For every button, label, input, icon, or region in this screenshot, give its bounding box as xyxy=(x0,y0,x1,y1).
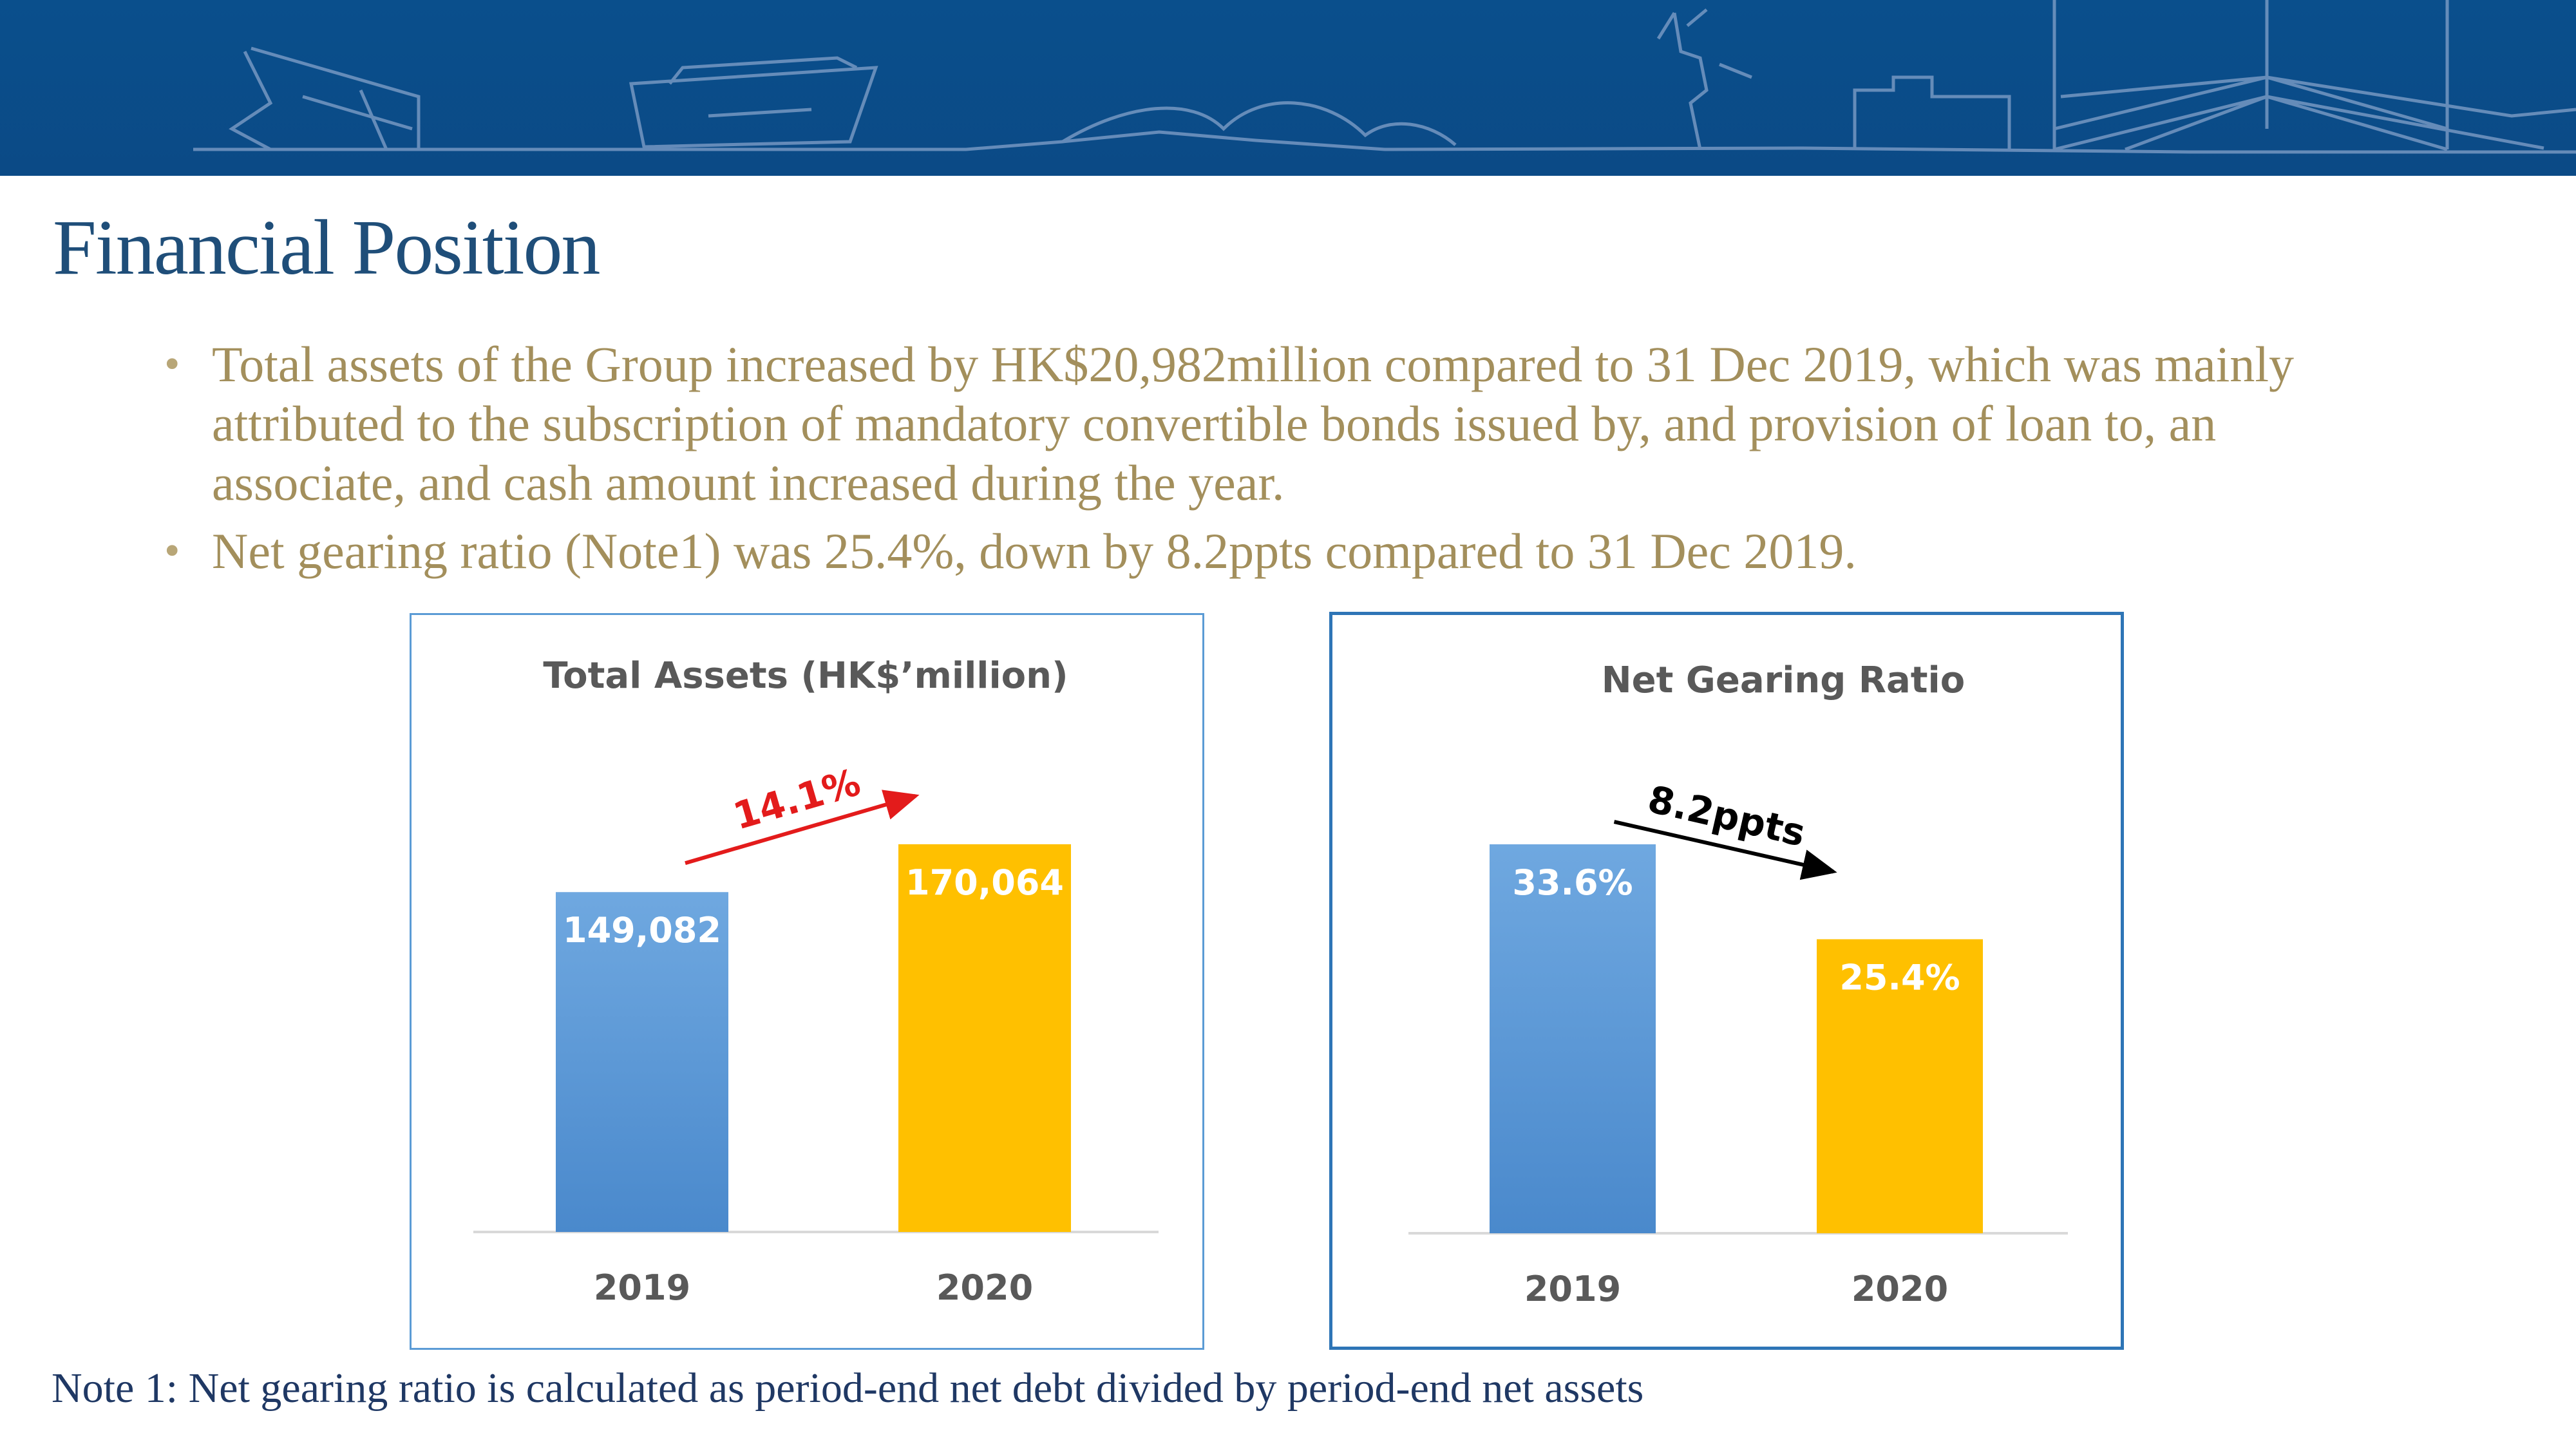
total-assets-chart-svg: Total Assets (HK$’million) 149,082 2019 170… xyxy=(473,655,1159,1308)
skyline-illustration xyxy=(193,0,2576,154)
bullet-total-assets: • Total assets of the Group increased by… xyxy=(164,335,2405,513)
chart-title: Total Assets (HK$’million) xyxy=(543,655,1068,697)
bar-2020 xyxy=(1817,939,1983,1233)
bar-2020 xyxy=(898,844,1071,1232)
bullet-list: • Total assets of the Group increased by… xyxy=(164,335,2405,590)
data-label-2019: 149,082 xyxy=(563,910,721,951)
total-assets-chart: Total Assets (HK$’million) 149,082 2019 170… xyxy=(410,613,1204,1350)
bar-2019 xyxy=(1490,844,1656,1233)
bullet-text: Net gearing ratio (Note1) was 25.4%, dow… xyxy=(212,523,1857,579)
net-gearing-chart: Net Gearing Ratio 33.6% 2019 25.4% 2020 8.2pp… xyxy=(1329,612,2124,1350)
footnote: Note 1: Net gearing ratio is calculated … xyxy=(52,1365,1644,1412)
page-title: Financial Position xyxy=(53,204,600,291)
data-label-2020: 170,064 xyxy=(905,862,1064,903)
header-banner xyxy=(0,0,2576,176)
bullet-text: Total assets of the Group increased by H… xyxy=(212,336,2295,511)
x-tick-label-2020: 2020 xyxy=(936,1267,1033,1308)
increase-arrow-icon xyxy=(685,790,920,866)
data-label-2020: 25.4% xyxy=(1839,957,1960,998)
bar-2019 xyxy=(556,892,728,1232)
bullet-dot-icon: • xyxy=(164,526,180,576)
bullet-net-gearing: • Net gearing ratio (Note1) was 25.4%, d… xyxy=(164,522,2405,581)
x-tick-label-2020: 2020 xyxy=(1852,1269,1948,1309)
x-tick-label-2019: 2019 xyxy=(594,1267,690,1308)
data-label-2019: 33.6% xyxy=(1512,862,1633,903)
decrease-arrow-icon xyxy=(1613,820,1837,880)
net-gearing-chart-svg: Net Gearing Ratio 33.6% 2019 25.4% 2020 8.2pp… xyxy=(1408,659,2068,1309)
x-tick-label-2019: 2019 xyxy=(1524,1269,1621,1309)
bullet-dot-icon: • xyxy=(164,339,180,389)
change-annotation: 8.2ppts xyxy=(1644,777,1810,855)
change-annotation: 14.1% xyxy=(728,760,865,838)
chart-title: Net Gearing Ratio xyxy=(1602,659,1965,701)
